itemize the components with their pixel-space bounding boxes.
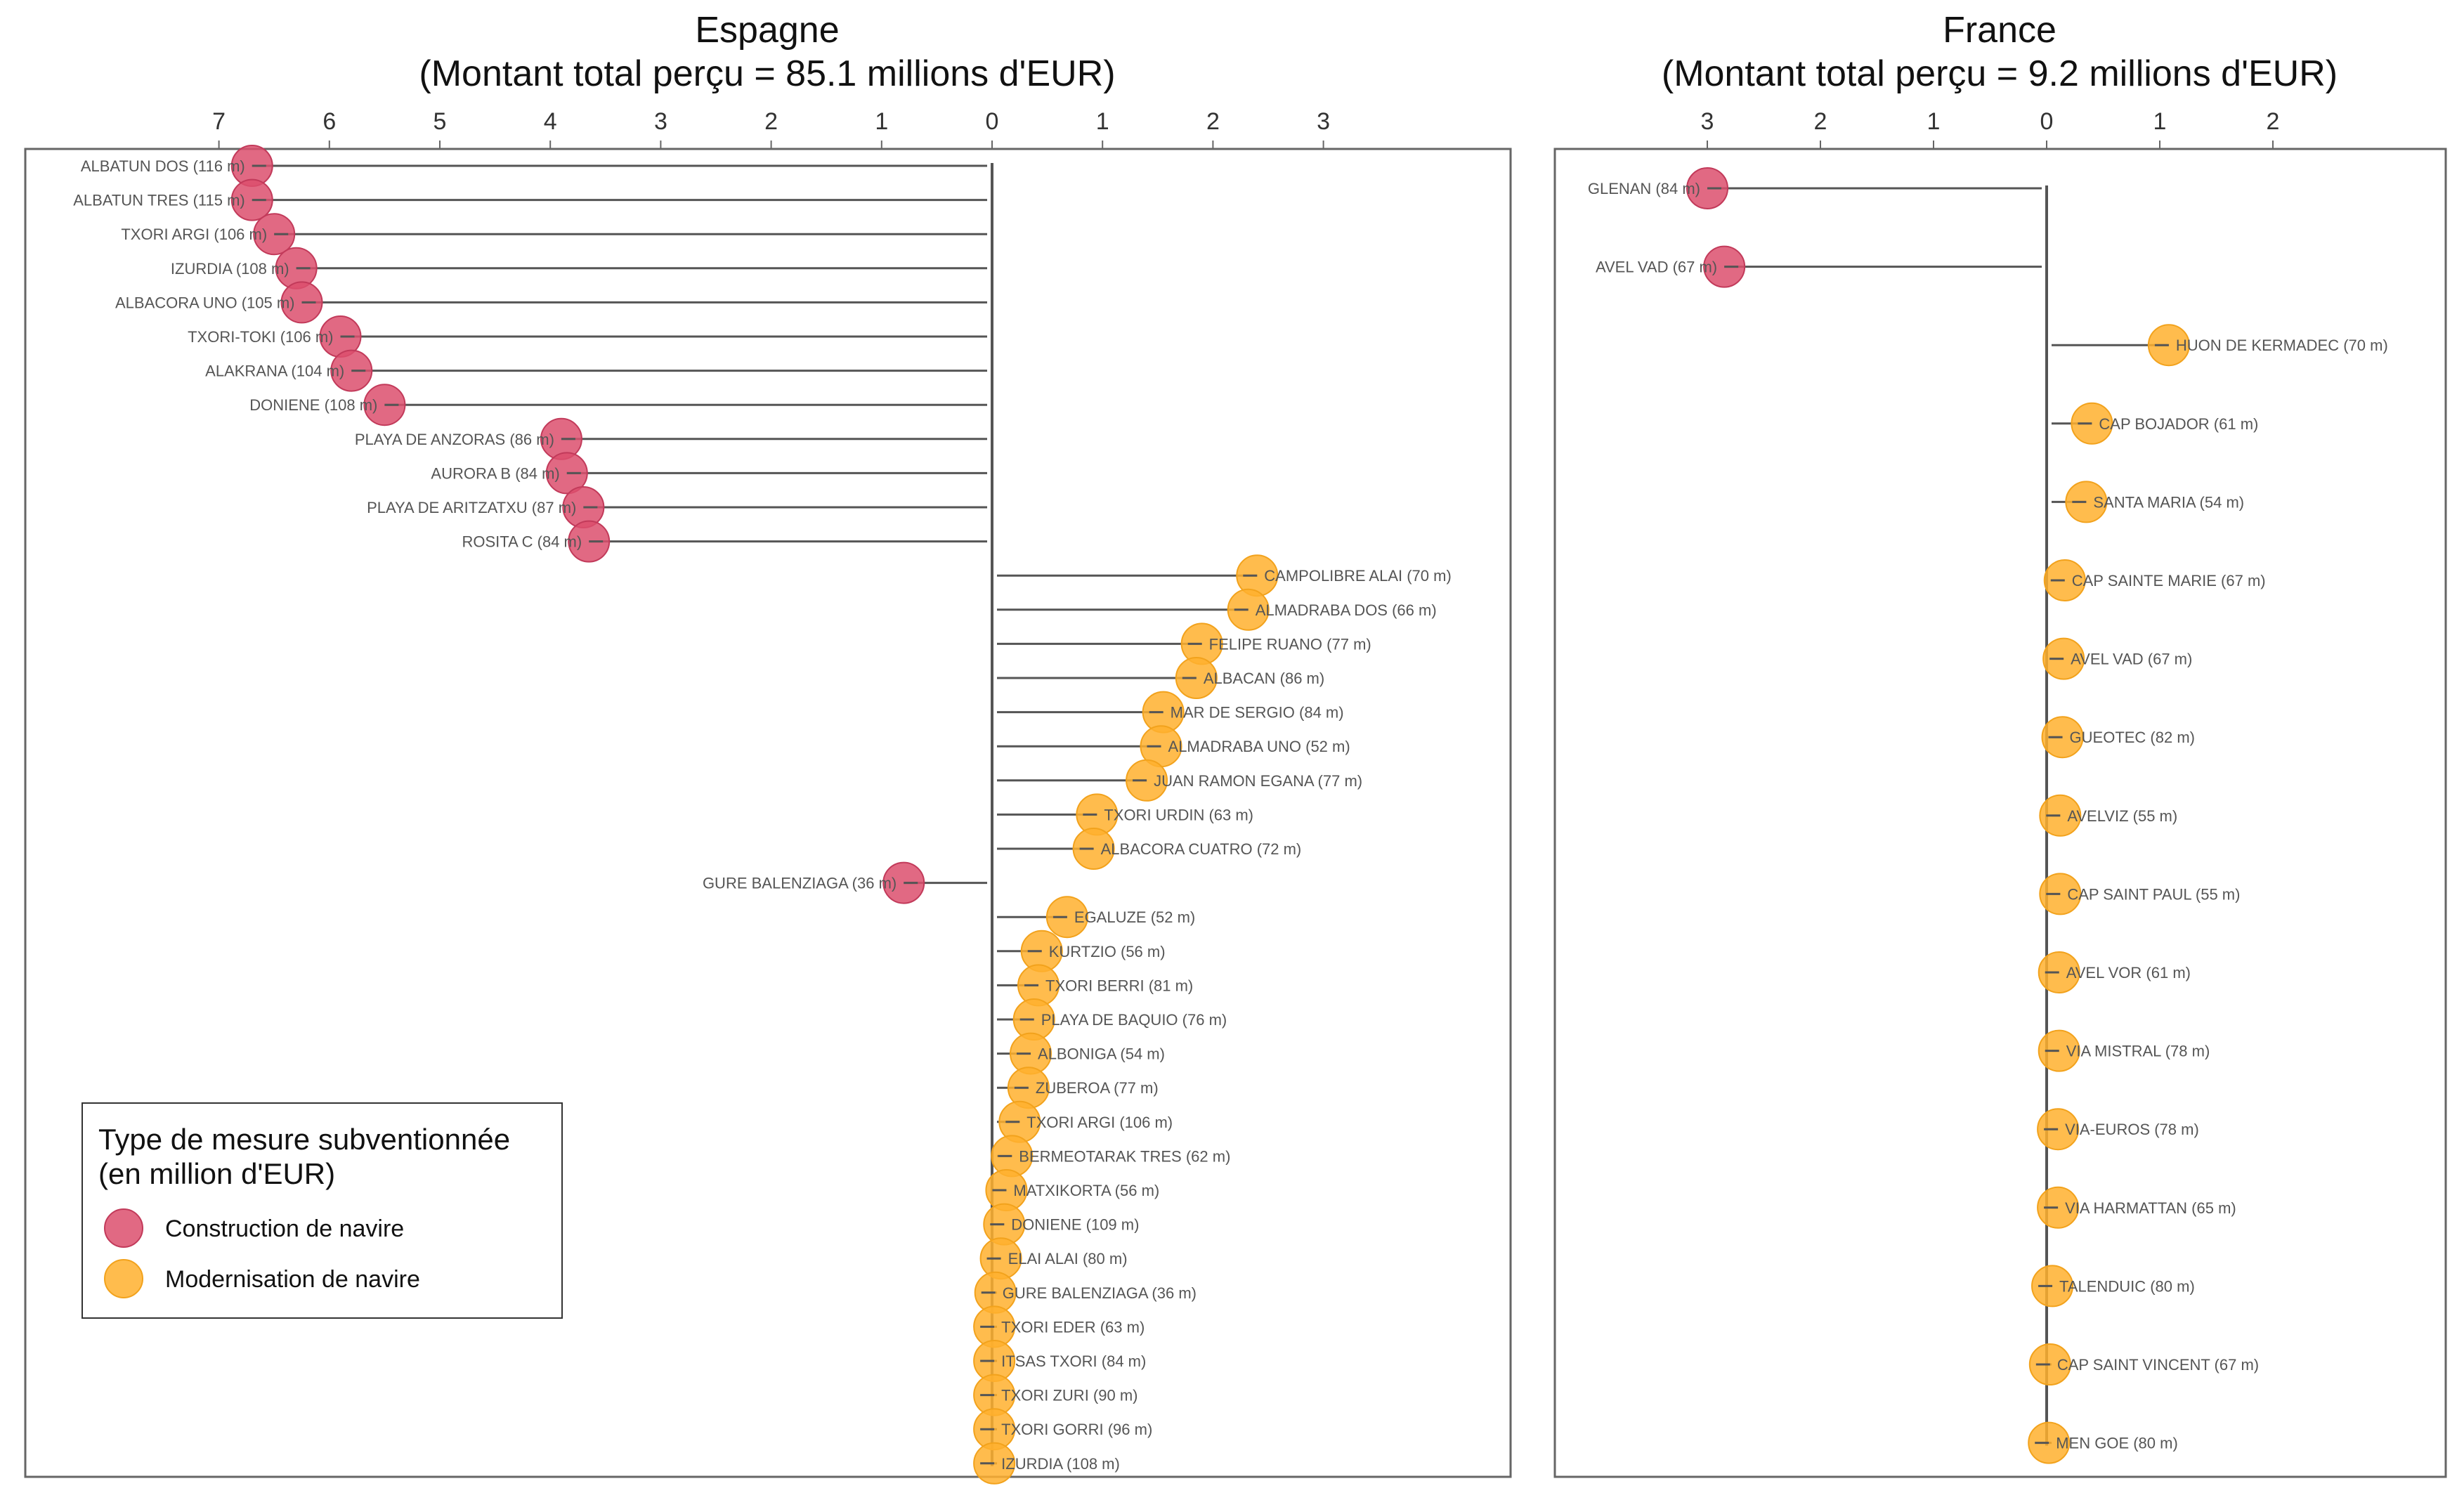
axis-tick-label-left: 2 [1814, 108, 1827, 135]
axis-tick-label-left: 1 [875, 108, 888, 135]
vessel-label: ALMADRABA DOS (66 m) [1256, 601, 1437, 619]
axis-tick-label-left: 3 [1701, 108, 1714, 135]
vessel-label: TXORI URDIN (63 m) [1104, 806, 1253, 823]
axis-tick-label-right: 1 [2153, 108, 2167, 135]
vessel-label: GURE BALENZIAGA (36 m) [1003, 1284, 1197, 1302]
axis-tick-label-left: 6 [322, 108, 336, 135]
vessel-label: ELAI ALAI (80 m) [1008, 1250, 1128, 1267]
vessel-label: ALBATUN DOS (116 m) [81, 157, 245, 175]
vessel-label: CAP SAINT VINCENT (67 m) [2057, 1356, 2259, 1374]
vessel-label: ZUBEROA (77 m) [1036, 1079, 1159, 1097]
legend-swatch-modernisation [104, 1259, 143, 1298]
legend-title-line2: (en million d'EUR) [98, 1157, 335, 1190]
legend-title-line1: Type de mesure subventionnée [98, 1123, 510, 1156]
vessel-label: TXORI ZURI (90 m) [1001, 1387, 1138, 1404]
vessel-label: TXORI BERRI (81 m) [1045, 977, 1193, 994]
panel-espagne-title-line2: (Montant total perçu = 85.1 millions d'E… [419, 53, 1115, 94]
panel-espagne: Espagne (Montant total perçu = 85.1 mill… [24, 10, 1512, 1485]
panel-france-marks: GLENAN (84 m) AVEL VAD (67 m) HUON DE KERM… [1588, 167, 2388, 1464]
vessel-label: AVEL VOR (61 m) [2066, 964, 2191, 982]
vessel-label: AVEL VAD (67 m) [2071, 651, 2192, 668]
vessel-label: TALENDUIC (80 m) [2059, 1277, 2195, 1295]
legend-box [82, 1102, 563, 1319]
vessel-label: MATXIKORTA (56 m) [1013, 1182, 1159, 1199]
vessel-label: PLAYA DE ARITZATXU (87 m) [367, 499, 576, 516]
legend-label-construction: Construction de navire [165, 1215, 404, 1242]
vessel-label: CAP SAINTE MARIE (67 m) [2072, 572, 2266, 589]
vessel-label: ALMADRABA UNO (52 m) [1168, 738, 1350, 755]
vessel-label: GUEOTEC (82 m) [2070, 729, 2195, 746]
panel-espagne-axis-ticks: 7 6 5 4 3 2 1 0 1 2 3 [212, 108, 1330, 149]
panel-france-frame [1553, 148, 2447, 1478]
vessel-label: ALBONIGA (54 m) [1038, 1045, 1165, 1063]
vessel-label: VIA-EUROS (78 m) [2065, 1121, 2199, 1138]
vessel-label: PLAYA DE ANZORAS (86 m) [355, 431, 554, 448]
axis-tick-label-right: 3 [1317, 108, 1330, 135]
axis-tick-label-right: 0 [986, 108, 999, 135]
axis-tick-label-right: 2 [1206, 108, 1220, 135]
legend: Type de mesure subventionnée (en million… [82, 1102, 563, 1319]
vessel-label: AURORA B (84 m) [431, 464, 559, 482]
vessel-label: ALBACORA CUATRO (72 m) [1101, 840, 1302, 858]
vessel-label: MAR DE SERGIO (84 m) [1171, 704, 1344, 722]
vessel-label: SANTA MARIA (54 m) [2093, 493, 2244, 511]
vessel-label: CAMPOLIBRE ALAI (70 m) [1264, 567, 1452, 585]
axis-tick-label-left: 3 [654, 108, 667, 135]
vessel-label: IZURDIA (108 m) [171, 260, 289, 278]
vessel-label: GLENAN (84 m) [1588, 180, 1700, 197]
vessel-label: TXORI GORRI (96 m) [1001, 1421, 1152, 1438]
vessel-label: TXORI ARGI (106 m) [1026, 1114, 1173, 1131]
vessel-label: JUAN RAMON EGANA (77 m) [1154, 772, 1362, 790]
vessel-label: ALBACORA UNO (105 m) [115, 294, 295, 311]
vessel-label: ALAKRANA (104 m) [205, 363, 344, 380]
axis-tick-label-right: 2 [2267, 108, 2280, 135]
vessel-label: BERMEOTARAK TRES (62 m) [1019, 1147, 1230, 1165]
panel-france-title-line1: France [1943, 10, 2056, 51]
axis-tick-label-right: 0 [2040, 108, 2054, 135]
vessel-label: PLAYA DE BAQUIO (76 m) [1041, 1011, 1227, 1029]
panel-espagne-title-line1: Espagne [695, 10, 839, 51]
vessel-label: TXORI-TOKI (106 m) [188, 328, 333, 346]
vessel-label: GURE BALENZIAGA (36 m) [703, 875, 897, 892]
vessel-label: FELIPE RUANO (77 m) [1209, 635, 1371, 653]
legend-label-modernisation: Modernisation de navire [165, 1266, 420, 1293]
axis-tick-label-left: 1 [1927, 108, 1941, 135]
vessel-label: EGALUZE (52 m) [1074, 908, 1195, 926]
vessel-label: VIA HARMATTAN (65 m) [2065, 1199, 2236, 1217]
vessel-label: AVELVIZ (55 m) [2067, 807, 2177, 825]
legend-swatch-construction [104, 1208, 143, 1248]
panel-france-title-line2: (Montant total perçu = 9.2 millions d'EU… [1662, 53, 2338, 94]
vessel-label: ITSAS TXORI (84 m) [1001, 1352, 1146, 1370]
panel-espagne-marks: ALBATUN DOS (116 m) ALBATUN TRES (115 m) T… [73, 145, 1452, 1485]
axis-tick-label-left: 2 [764, 108, 778, 135]
vessel-label: ALBATUN TRES (115 m) [73, 192, 245, 209]
vessel-label: AVEL VAD (67 m) [1596, 259, 1717, 276]
vessel-label: MEN GOE (80 m) [2056, 1435, 2178, 1452]
vessel-label: ALBACAN (86 m) [1204, 670, 1324, 687]
vessel-label: HUON DE KERMADEC (70 m) [2176, 337, 2388, 354]
axis-tick-label-left: 5 [434, 108, 447, 135]
axis-tick-label-left: 4 [544, 108, 557, 135]
vessel-label: ROSITA C (84 m) [462, 533, 582, 551]
vessel-label: TXORI EDER (63 m) [1001, 1318, 1145, 1336]
vessel-label: DONIENE (108 m) [249, 396, 377, 414]
axis-tick-label-right: 1 [1096, 108, 1109, 135]
panel-france: France (Montant total perçu = 9.2 millio… [1553, 10, 2447, 1478]
vessel-label: CAP SAINT PAUL (55 m) [2067, 885, 2240, 903]
vessel-label: VIA MISTRAL (78 m) [2066, 1043, 2210, 1060]
axis-tick-label-left: 7 [212, 108, 226, 135]
vessel-label: CAP BOJADOR (61 m) [2099, 415, 2258, 433]
panel-france-axis-ticks: 3 2 1 0 1 2 [1701, 108, 2280, 149]
panel-espagne-frame [24, 148, 1512, 1478]
vessel-label: DONIENE (109 m) [1011, 1216, 1139, 1234]
vessel-label: IZURDIA (108 m) [1001, 1455, 1120, 1473]
vessel-label: TXORI ARGI (106 m) [121, 226, 267, 243]
vessel-label: KURTZIO (56 m) [1049, 943, 1166, 960]
